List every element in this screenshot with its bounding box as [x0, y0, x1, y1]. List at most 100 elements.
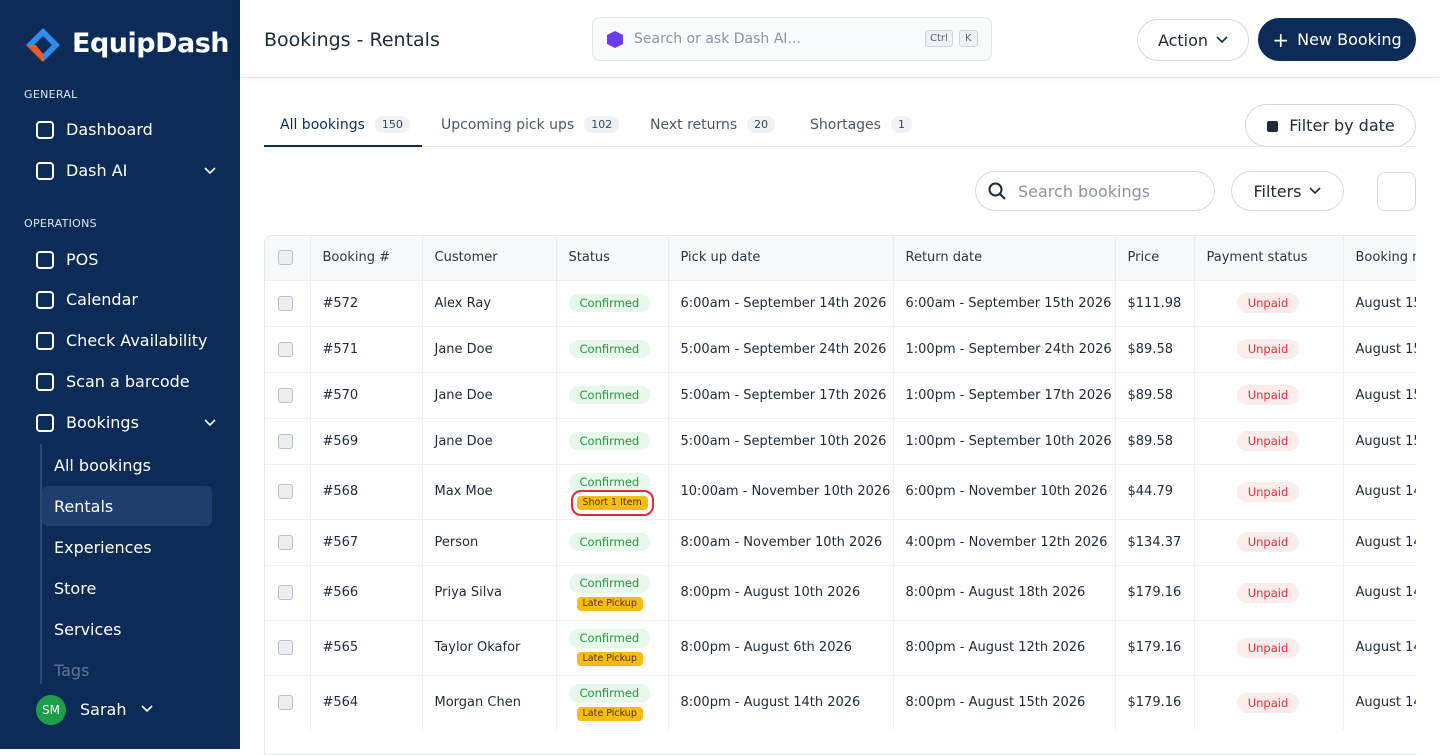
- payment-cell: Unpaid: [1194, 371, 1344, 418]
- cell: 5:00am - September 10th 2026: [668, 417, 894, 464]
- cell: #570: [310, 371, 423, 418]
- nav-item[interactable]: Calendar: [36, 290, 216, 309]
- payment-cell: Unpaid: [1194, 564, 1344, 620]
- cell: #565: [310, 619, 423, 675]
- sub-nav-item[interactable]: All bookings: [54, 455, 151, 475]
- calendar-icon: [1267, 120, 1279, 132]
- cell: August 14: [1343, 619, 1416, 675]
- filter-date-button[interactable]: Filter by date: [1245, 104, 1416, 147]
- cell: $134.37: [1115, 518, 1195, 565]
- search-bookings[interactable]: Search bookings: [975, 171, 1215, 211]
- user-name[interactable]: Sarah: [80, 700, 127, 719]
- cell: 5:00am - September 17th 2026: [668, 371, 894, 418]
- tab[interactable]: Shortages 1: [810, 116, 912, 133]
- checkbox[interactable]: [278, 640, 293, 655]
- cell: 8:00pm - August 6th 2026: [668, 619, 894, 675]
- checkbox[interactable]: [278, 534, 293, 550]
- cell: Priya Silva: [422, 564, 557, 620]
- filters-button[interactable]: Filters: [1231, 171, 1344, 211]
- plus: +: [1272, 27, 1290, 52]
- cell: $44.79: [1115, 463, 1195, 519]
- global-search[interactable]: Search or ask Dash AI... Ctrl K: [592, 17, 992, 61]
- cell: 1:00pm - September 24th 2026: [893, 325, 1116, 372]
- cell: 6:00pm - November 10th 2026: [893, 463, 1116, 519]
- checkbox[interactable]: [278, 484, 293, 499]
- cell: 4:00pm - November 12th 2026: [893, 518, 1116, 565]
- cell: 1:00pm - September 17th 2026: [893, 371, 1116, 418]
- nav-item[interactable]: Check Availability: [36, 331, 216, 350]
- checkbox[interactable]: [278, 250, 293, 266]
- tab-label: Shortages: [810, 116, 881, 133]
- payment-badge: Unpaid: [1236, 385, 1300, 405]
- new-booking-button[interactable]: + New Booking: [1258, 18, 1416, 61]
- label: Filter by date: [1289, 116, 1395, 135]
- cell: Jane Doe: [422, 417, 557, 464]
- settings-button[interactable]: [1377, 172, 1416, 211]
- cell: [265, 463, 311, 519]
- cell: August 14: [1343, 463, 1416, 519]
- header-cell: Pick up date: [668, 236, 894, 280]
- cell: 8:00pm - August 12th 2026: [893, 619, 1116, 675]
- payment-cell: Unpaid: [1194, 325, 1344, 372]
- table-row: #569 Jane Doe Confirmed 5:00am - September …: [265, 417, 1416, 464]
- nav-icon: [36, 331, 54, 350]
- chevron: [141, 705, 153, 713]
- status-badge: Confirmed: [568, 628, 651, 648]
- nav-icon: [36, 120, 54, 139]
- nav-item[interactable]: POS: [36, 250, 216, 269]
- label: Action: [1157, 30, 1209, 50]
- header-cell: Payment status: [1194, 236, 1344, 280]
- status-badge: Confirmed: [568, 532, 651, 552]
- bookings-table: Booking # Customer Status Pick up date Retur…: [265, 236, 1416, 730]
- tab-count: 150: [374, 116, 410, 133]
- header-cell: Status: [556, 236, 669, 280]
- table-row: #568 Max Moe Confirmed Short 1 Item 10:00am …: [265, 463, 1416, 519]
- header-cell: Price: [1115, 236, 1195, 280]
- label: Filters: [1253, 181, 1302, 201]
- search-icon: [988, 182, 1006, 200]
- status-badge: Confirmed: [568, 339, 651, 359]
- checkbox[interactable]: [278, 695, 293, 711]
- sub-nav-item[interactable]: Rentals: [42, 486, 212, 526]
- tab[interactable]: All bookings 150: [280, 116, 410, 133]
- payment-badge: Unpaid: [1236, 692, 1300, 713]
- checkbox[interactable]: [278, 585, 293, 600]
- payment-badge: Unpaid: [1236, 637, 1300, 658]
- cell: 6:00am - September 15th 2026: [893, 279, 1116, 326]
- cell: August 15: [1343, 417, 1416, 464]
- tab[interactable]: Upcoming pick ups 102: [441, 116, 620, 133]
- sub-nav-item[interactable]: Experiences: [54, 537, 152, 557]
- status-cell: Confirmed: [556, 279, 669, 326]
- table-container: Booking # Customer Status Pick up date Retur…: [264, 235, 1416, 755]
- table-row: #564 Morgan Chen Confirmed Late Pickup 8:00p…: [265, 674, 1416, 730]
- nav-icon: [36, 161, 54, 180]
- cell: $179.16: [1115, 619, 1195, 675]
- brand: EquipDash: [72, 28, 230, 59]
- nav-item[interactable]: Bookings: [36, 413, 216, 432]
- nav-item[interactable]: Dashboard: [36, 120, 216, 139]
- avatar: SM: [36, 695, 66, 725]
- checkbox[interactable]: [278, 433, 293, 449]
- nav-item[interactable]: Dash AI: [36, 161, 216, 180]
- payment-badge: Unpaid: [1236, 582, 1300, 603]
- checkbox[interactable]: [278, 387, 293, 403]
- nav-item[interactable]: Scan a barcode: [36, 372, 216, 391]
- tab[interactable]: Next returns 20: [650, 116, 776, 133]
- sub-nav-item[interactable]: Services: [54, 619, 122, 639]
- sub-nav-item[interactable]: Tags: [54, 660, 90, 680]
- cell: Morgan Chen: [422, 674, 557, 730]
- sidebar: EquipDash GENERAL Dashboard Dash AI OPERATI…: [0, 0, 240, 749]
- nav-label: Calendar: [66, 290, 138, 309]
- cell: [265, 518, 311, 565]
- sub-nav-item[interactable]: Store: [54, 578, 97, 598]
- checkbox[interactable]: [278, 295, 293, 311]
- cell: August 15: [1343, 279, 1416, 326]
- cell: 8:00pm - August 10th 2026: [668, 564, 894, 620]
- label: New Booking: [1297, 30, 1402, 49]
- cell: 5:00am - September 24th 2026: [668, 325, 894, 372]
- action-button[interactable]: Action: [1137, 19, 1249, 61]
- status-badge: Confirmed: [568, 472, 651, 492]
- status-cell: Confirmed: [556, 518, 669, 565]
- cell: August 14: [1343, 564, 1416, 620]
- checkbox[interactable]: [278, 341, 293, 357]
